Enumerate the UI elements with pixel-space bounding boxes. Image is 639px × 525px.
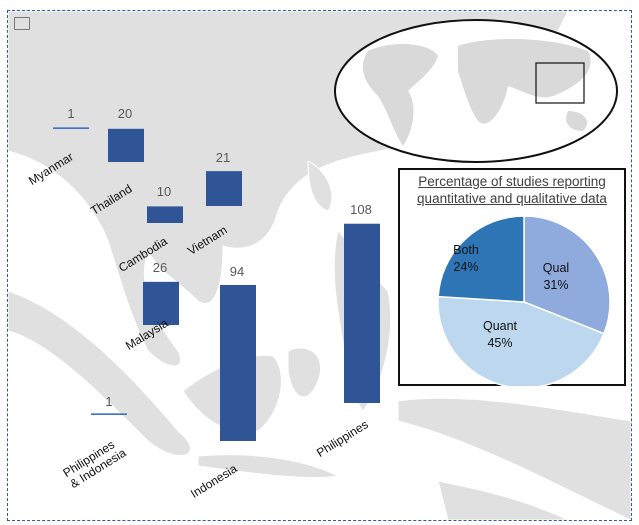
value-label-philippines: 108 bbox=[350, 202, 372, 217]
pie-label-both: Both 24% bbox=[436, 242, 496, 276]
image-icon bbox=[14, 17, 30, 30]
bar-indonesia bbox=[220, 284, 256, 441]
bar-vietnam bbox=[206, 171, 242, 206]
bar-cambodia bbox=[147, 206, 183, 223]
pie-title: Percentage of studies reporting quantita… bbox=[400, 173, 624, 207]
pie-slice-both bbox=[437, 215, 525, 303]
pie-label-qual-name: Qual bbox=[542, 261, 570, 275]
pie-slice-quant bbox=[437, 295, 605, 386]
pie-label-quant-name: Quant bbox=[482, 319, 518, 333]
value-label-cambodia: 10 bbox=[156, 184, 172, 199]
world-inset bbox=[334, 19, 618, 163]
bar-malaysia bbox=[143, 281, 179, 325]
pie-label-quant-value: 45% bbox=[487, 336, 513, 350]
pie-chart-panel: Percentage of studies reporting quantita… bbox=[398, 168, 626, 386]
pie-title-line1: Percentage of studies reporting bbox=[418, 174, 606, 189]
figure-frame: 1 20 10 21 26 94 108 1 Myanmar Thailand … bbox=[7, 10, 632, 521]
southeast-asia-map bbox=[8, 11, 631, 520]
value-label-phil-indo: 1 bbox=[105, 394, 113, 409]
value-label-indonesia: 94 bbox=[229, 264, 245, 279]
value-label-vietnam: 21 bbox=[215, 150, 231, 165]
pie-label-qual: Qual 31% bbox=[526, 260, 586, 294]
pie-label-quant: Quant 45% bbox=[470, 318, 530, 352]
value-label-malaysia: 26 bbox=[152, 260, 168, 275]
pie-label-both-value: 24% bbox=[453, 260, 479, 274]
bar-thailand bbox=[108, 128, 144, 162]
bar-philippines-indonesia bbox=[91, 413, 127, 415]
pie-slice-qual bbox=[523, 215, 611, 335]
pie-label-qual-value: 31% bbox=[543, 278, 569, 292]
value-label-myanmar: 1 bbox=[67, 106, 75, 121]
value-label-thailand: 20 bbox=[117, 106, 133, 121]
pie-title-line2: quantitative and qualitative data bbox=[417, 191, 607, 206]
pie-chart bbox=[437, 215, 611, 386]
pie-label-both-name: Both bbox=[453, 243, 479, 257]
bar-myanmar bbox=[53, 127, 89, 129]
bar-philippines bbox=[344, 223, 380, 403]
